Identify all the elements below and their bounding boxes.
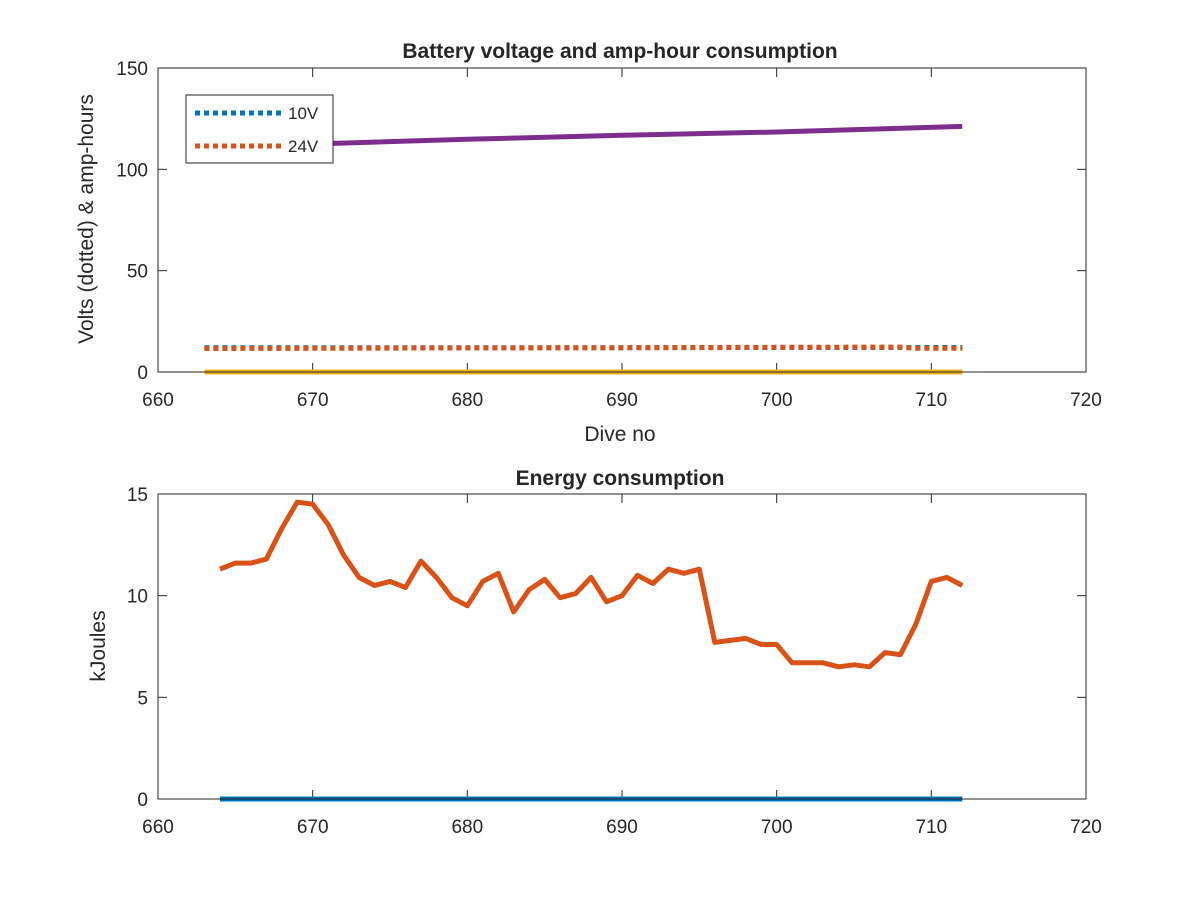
x-tick-label: 710	[915, 390, 947, 411]
x-tick-label: 660	[142, 817, 174, 838]
voltage-amphour-axes: Battery voltage and amp-hour consumption…	[75, 40, 1102, 446]
legend-label: 24V	[288, 137, 319, 156]
plot-area-frame	[157, 67, 1087, 373]
y-tick-label: 5	[137, 688, 148, 709]
y-tick-label: 0	[137, 790, 148, 811]
x-axis-label: Dive no	[584, 423, 655, 446]
y-tick-label: 15	[127, 485, 148, 506]
x-tick-label: 690	[606, 390, 638, 411]
plot-area-frame	[157, 493, 1087, 800]
energy-axes: Energy consumption kJoules 660 670 680 690 7…	[87, 467, 1102, 838]
x-tick-label: 680	[451, 390, 483, 411]
x-tick-label: 670	[297, 817, 329, 838]
y-axis-label: Volts (dotted) & amp-hours	[75, 94, 98, 344]
legend-label: 10V	[288, 104, 319, 123]
y-tick-label: 100	[116, 160, 148, 181]
series-line-2	[218, 499, 964, 670]
x-tick-label: 670	[297, 390, 329, 411]
x-tick-label: 660	[142, 390, 174, 411]
y-tick-label: 150	[116, 59, 148, 80]
y-tick-label: 10	[127, 587, 148, 608]
legend-box	[185, 94, 334, 164]
chart-title: Battery voltage and amp-hour consumption	[402, 40, 837, 63]
x-tick-label: 720	[1070, 817, 1102, 838]
y-axis-label: kJoules	[87, 610, 110, 681]
x-tick-label: 680	[451, 817, 483, 838]
x-tick-label: 700	[761, 390, 793, 411]
y-tick-label: 0	[137, 363, 148, 384]
x-tick-label: 700	[761, 817, 793, 838]
legend: 10V 24V	[185, 94, 334, 164]
x-tick-label: 710	[915, 817, 947, 838]
chart-title: Energy consumption	[516, 467, 725, 490]
x-tick-label: 690	[606, 817, 638, 838]
y-tick-label: 50	[127, 262, 148, 283]
series-line-24v	[204, 344, 963, 351]
x-tick-label: 720	[1070, 390, 1102, 411]
